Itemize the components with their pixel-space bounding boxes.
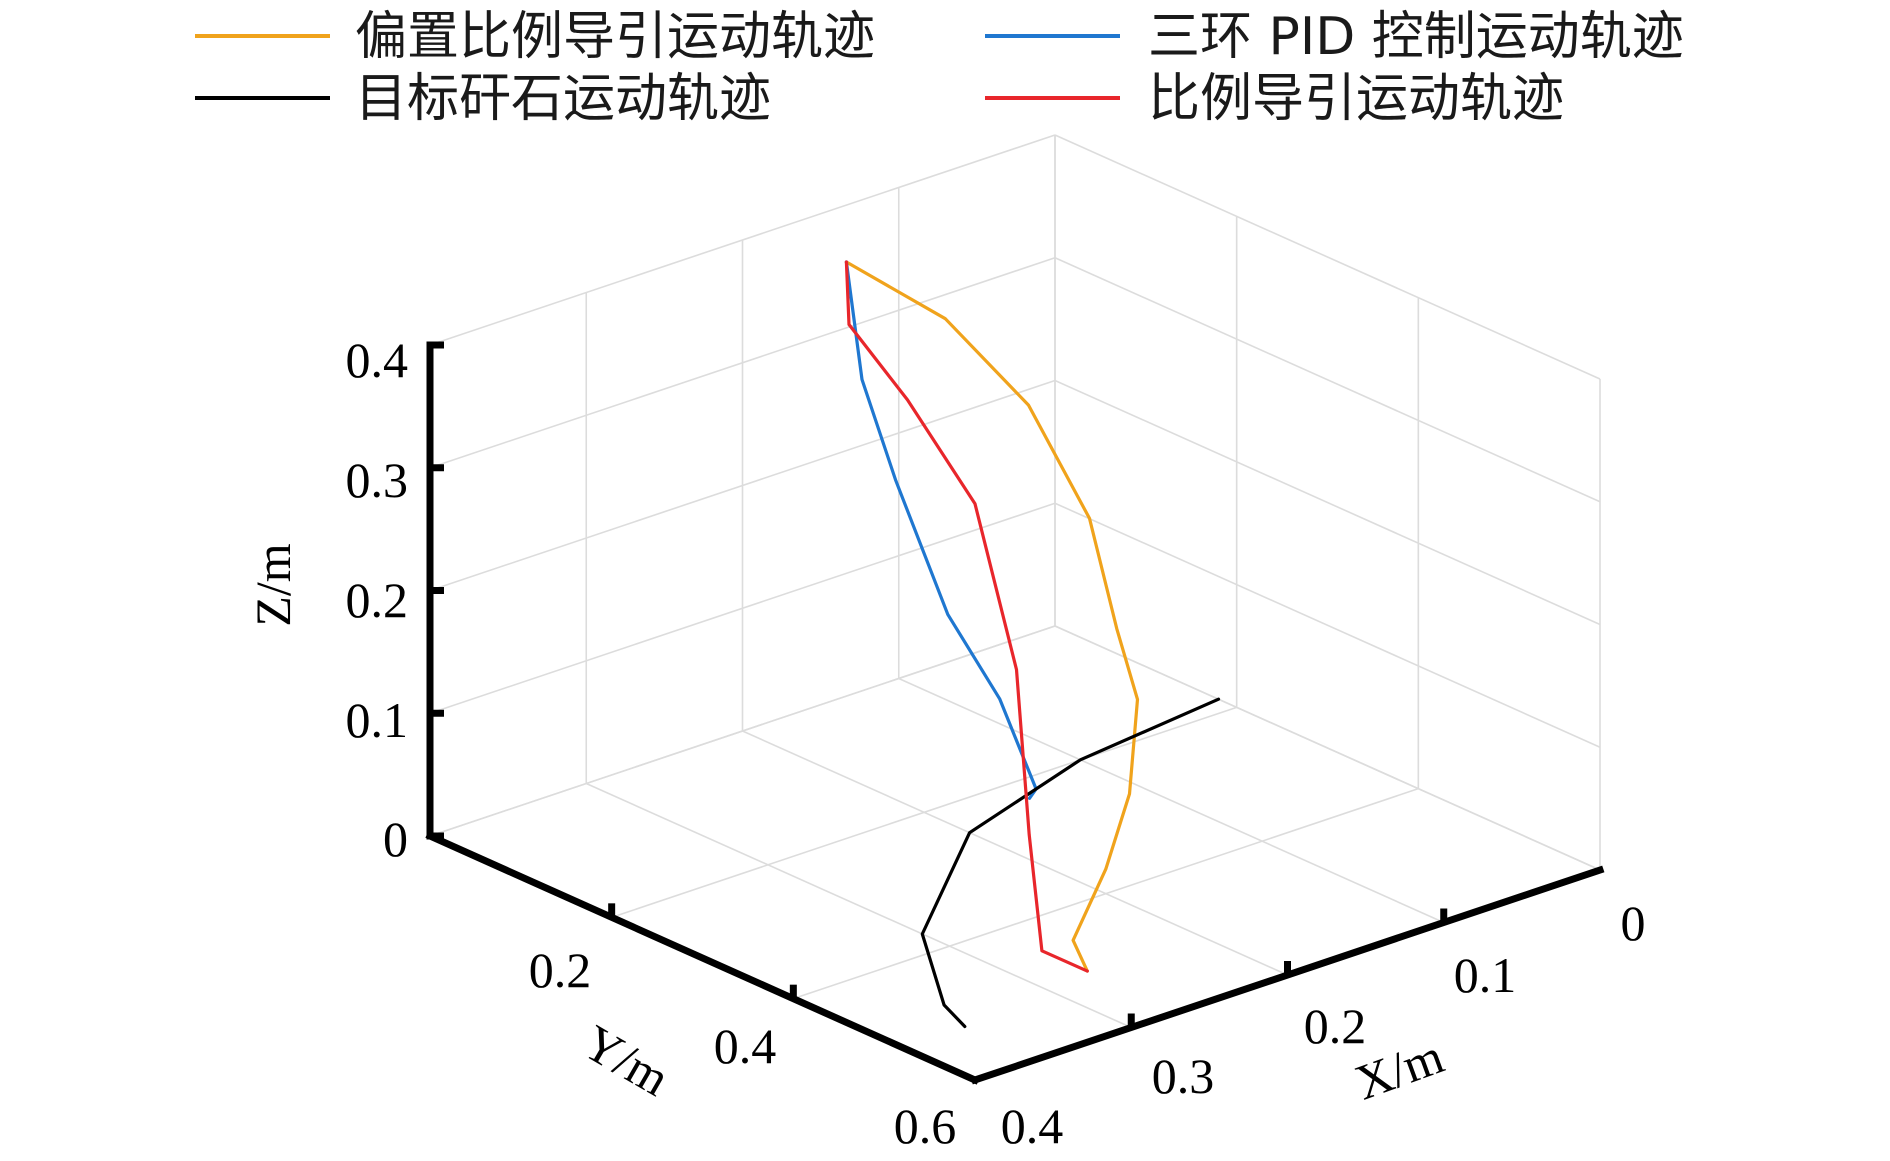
- grid-line-26: [429, 134, 1056, 346]
- grid-line-14: [793, 787, 1419, 1000]
- x-tick-label-1: 0.1: [1454, 947, 1517, 1003]
- series-line-1: [844, 260, 1038, 800]
- grid-line-25: [1054, 257, 1601, 503]
- legend-label-3: 比例导引运动轨迹: [1148, 69, 1564, 129]
- grid-line-27: [1054, 134, 1601, 380]
- x-tick-label-4: 0.4: [1001, 1098, 1064, 1154]
- legend-label-2: 目标矸石运动轨迹: [355, 69, 771, 129]
- grid-line-2: [898, 677, 1445, 924]
- legend: 偏置比例导引运动轨迹 三环 PID 控制运动轨迹 目标矸石运动轨迹 比例导引运动…: [195, 7, 1684, 129]
- y-tick-label-2: 0.6: [894, 1098, 957, 1154]
- series-line-2: [920, 697, 1221, 1029]
- grid-line-21: [1054, 502, 1601, 748]
- grid-line-12: [611, 706, 1237, 919]
- y-tick-label-1: 0.4: [714, 1018, 777, 1074]
- x-tick-label-0: 0: [1621, 895, 1646, 951]
- grid-line-24: [429, 256, 1056, 469]
- grid-line-6: [585, 782, 1132, 1029]
- series-line-3: [844, 260, 1089, 973]
- series-line-0: [844, 260, 1140, 973]
- z-tick-label-4: 0.4: [346, 332, 409, 388]
- series: [844, 260, 1221, 1029]
- grid-line-18: [429, 625, 1056, 837]
- grid-line-4: [742, 730, 1288, 976]
- z-tick-label-2: 0.2: [346, 572, 409, 628]
- grid-line-22: [429, 379, 1056, 592]
- tick-labels: 0 0.1 0.2 0.3 0.4 0.2 0.4 0.6 0 0.1 0.2 …: [346, 332, 1646, 1154]
- grid-line-19: [1054, 625, 1601, 871]
- z-tick-label-0: 0: [383, 811, 408, 867]
- x-tick-label-3: 0.3: [1152, 1048, 1215, 1104]
- axes: [425, 341, 1605, 1085]
- y-tick-label-0: 0.2: [529, 942, 592, 998]
- z-tick-label-1: 0.1: [346, 692, 409, 748]
- x-tick-label-2: 0.2: [1304, 998, 1367, 1054]
- legend-label-1: 三环 PID 控制运动轨迹: [1148, 7, 1684, 67]
- z-axis-label: Z/m: [245, 543, 301, 626]
- grid-line-20: [429, 502, 1056, 715]
- grid: [429, 134, 1601, 1081]
- grid-line-23: [1054, 379, 1601, 626]
- y-axis-label: Y/m: [574, 1014, 679, 1107]
- z-tick-label-3: 0.3: [346, 452, 409, 508]
- legend-label-0: 偏置比例导引运动轨迹: [355, 7, 875, 67]
- y-axis-line: [425, 831, 980, 1085]
